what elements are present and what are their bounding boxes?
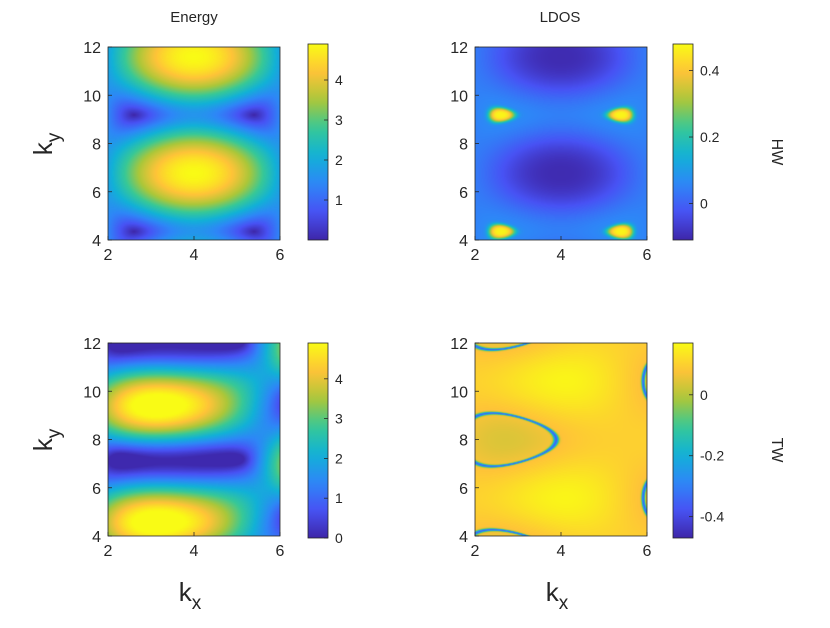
colorbar-ticks: 0 0.2 0.4 [689, 63, 720, 211]
colorbar-tick-label: 2 [335, 450, 343, 466]
x-tick-label: 2 [104, 543, 113, 560]
x-tick-label: 4 [557, 247, 566, 264]
heatmap-image [108, 47, 280, 240]
colorbar-tick-label: 4 [335, 72, 343, 88]
y-tick-label: 12 [83, 336, 101, 353]
x-tick-label: 2 [104, 247, 113, 264]
x-axis-ticks: 2 4 6 [471, 532, 652, 560]
y-tick-label: 6 [92, 185, 101, 202]
colorbar-tick-label: 0 [700, 387, 708, 403]
y-axis-label: ky [28, 132, 65, 155]
y-axis-ticks: 4 6 8 10 12 [83, 40, 112, 250]
y-tick-label: 10 [450, 88, 468, 105]
colorbar-tick-label: 1 [335, 490, 343, 506]
colorbar-tick-label: 0.4 [700, 63, 720, 79]
x-axis-ticks: 2 4 6 [104, 236, 285, 264]
y-tick-label: 6 [92, 481, 101, 498]
heatmap-image [475, 47, 647, 240]
y-tick-label: 8 [92, 137, 101, 154]
colorbar-tick-label: 4 [335, 371, 343, 387]
heatmap-image [108, 343, 280, 536]
colorbar-ticks: 1 2 3 4 [324, 72, 343, 208]
x-axis-ticks: 2 4 6 [104, 532, 285, 560]
x-tick-label: 4 [190, 247, 199, 264]
panel-title: LDOS [540, 9, 581, 26]
heatmap-image [475, 343, 647, 536]
colorbar [672, 342, 694, 539]
y-tick-label: 6 [459, 481, 468, 498]
y-axis-ticks: 4 6 8 10 12 [450, 336, 479, 546]
x-tick-label: 2 [471, 247, 480, 264]
x-axis-label: kx [179, 577, 202, 614]
y-axis-ticks: 4 6 8 10 12 [83, 336, 112, 546]
y-tick-label: 10 [450, 384, 468, 401]
colorbar-ticks: 0 1 2 3 4 [324, 371, 343, 546]
colorbar [307, 342, 329, 539]
colorbar-tick-label: 3 [335, 411, 343, 427]
colorbar-tick-label: -0.2 [700, 448, 724, 464]
y-tick-label: 4 [92, 529, 101, 546]
x-tick-label: 4 [190, 543, 199, 560]
x-tick-label: 6 [643, 543, 652, 560]
x-tick-label: 6 [276, 543, 285, 560]
x-tick-label: 6 [276, 247, 285, 264]
y-tick-label: 8 [459, 137, 468, 154]
y-axis-label: ky [28, 428, 65, 451]
y-tick-label: 12 [450, 336, 468, 353]
colorbar-ticks: -0.4 -0.2 0 [689, 387, 724, 525]
colorbar-side-label: HW [768, 139, 785, 167]
y-axis-ticks: 4 6 8 10 12 [450, 40, 479, 250]
x-axis-ticks: 2 4 6 [471, 236, 652, 264]
x-tick-label: 4 [557, 543, 566, 560]
y-tick-label: 12 [83, 40, 101, 57]
colorbar-tick-label: 1 [335, 192, 343, 208]
colorbar-tick-label: 0.2 [700, 129, 720, 145]
y-tick-label: 12 [450, 40, 468, 57]
y-tick-label: 6 [459, 185, 468, 202]
panel-title: Energy [170, 9, 218, 26]
x-axis-label: kx [546, 577, 569, 614]
colorbar-tick-label: 0 [700, 195, 708, 211]
y-tick-label: 8 [92, 433, 101, 450]
colorbar-tick-label: 3 [335, 112, 343, 128]
colorbar [672, 43, 694, 241]
y-tick-label: 4 [92, 233, 101, 250]
x-tick-label: 2 [471, 543, 480, 560]
y-tick-label: 4 [459, 529, 468, 546]
y-tick-label: 4 [459, 233, 468, 250]
colorbar-tick-label: -0.4 [700, 509, 724, 525]
colorbar-side-label: TW [768, 438, 785, 464]
x-tick-label: 6 [643, 247, 652, 264]
colorbar-tick-label: 0 [335, 530, 343, 546]
y-tick-label: 8 [459, 433, 468, 450]
y-tick-label: 10 [83, 384, 101, 401]
colorbar [307, 43, 329, 241]
y-tick-label: 10 [83, 88, 101, 105]
colorbar-tick-label: 2 [335, 152, 343, 168]
